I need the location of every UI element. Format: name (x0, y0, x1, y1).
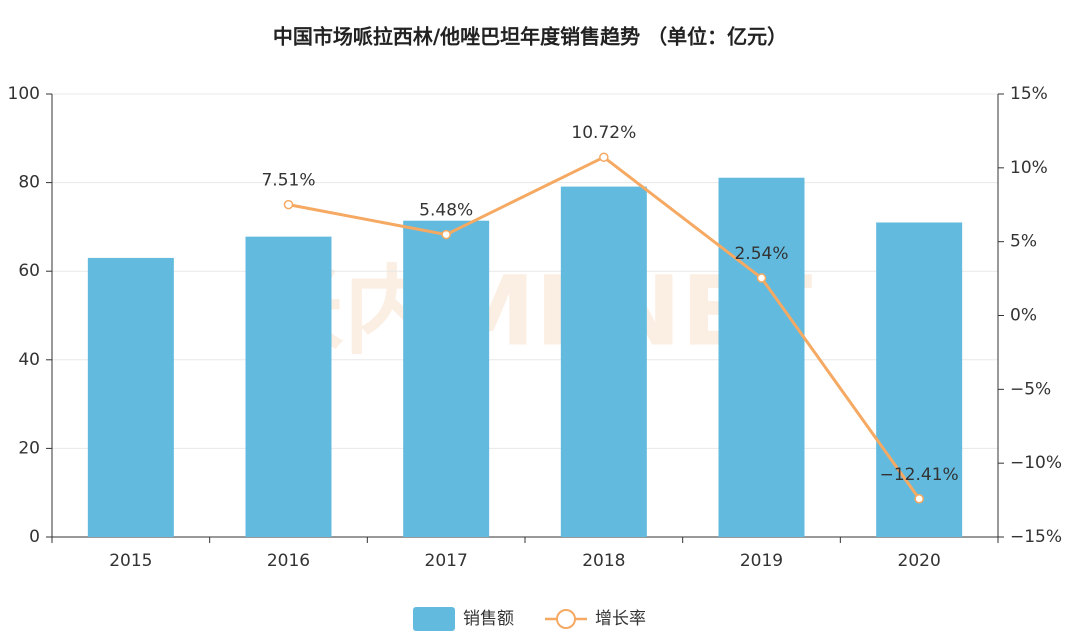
data-label: 10.72% (571, 123, 636, 143)
y-tick-label: 100 (8, 84, 40, 104)
legend-swatch (413, 607, 455, 631)
x-tick-label: 2016 (267, 551, 310, 571)
bar (718, 177, 805, 538)
y2-tick-label: 15% (1010, 84, 1048, 104)
bar (87, 257, 174, 537)
y-tick-label: 20 (18, 438, 40, 458)
chart-title: 中国市场哌拉西林/他唑巴坦年度销售趋势 （单位：亿元） (273, 25, 787, 49)
x-tick-label: 2019 (740, 551, 783, 571)
bar (876, 222, 963, 537)
bar (245, 236, 332, 537)
data-label: 5.48% (419, 201, 473, 221)
legend-label: 增长率 (595, 609, 646, 629)
y2-tick-label: 0% (1010, 306, 1037, 326)
data-label: 7.51% (261, 171, 315, 191)
y2-tick-label: −15% (1010, 527, 1062, 547)
legend-label: 销售额 (463, 609, 514, 629)
x-tick-label: 2018 (582, 551, 625, 571)
watermark: 米内MENET (248, 255, 813, 367)
line-point (283, 199, 294, 210)
data-label: 2.54% (734, 244, 788, 264)
y-tick-label: 40 (18, 350, 40, 370)
data-label: −12.41% (880, 465, 959, 485)
y-tick-label: 60 (18, 261, 40, 281)
bar (403, 220, 490, 537)
y2-tick-label: 5% (1010, 232, 1037, 252)
line-point (599, 152, 609, 162)
x-tick-label: 2017 (425, 551, 468, 571)
legend-swatch (556, 609, 576, 629)
line-point (441, 229, 451, 240)
y2-tick-label: 10% (1010, 158, 1048, 178)
x-tick-label: 2015 (109, 551, 152, 571)
bar (560, 186, 647, 537)
x-tick-label: 2020 (898, 551, 941, 571)
y-tick-label: 80 (18, 173, 40, 193)
line-point (756, 273, 767, 283)
y2-tick-label: −10% (1010, 453, 1062, 473)
line-point (914, 494, 924, 504)
y-tick-label: 0 (29, 527, 40, 547)
y2-tick-label: −5% (1010, 379, 1051, 399)
